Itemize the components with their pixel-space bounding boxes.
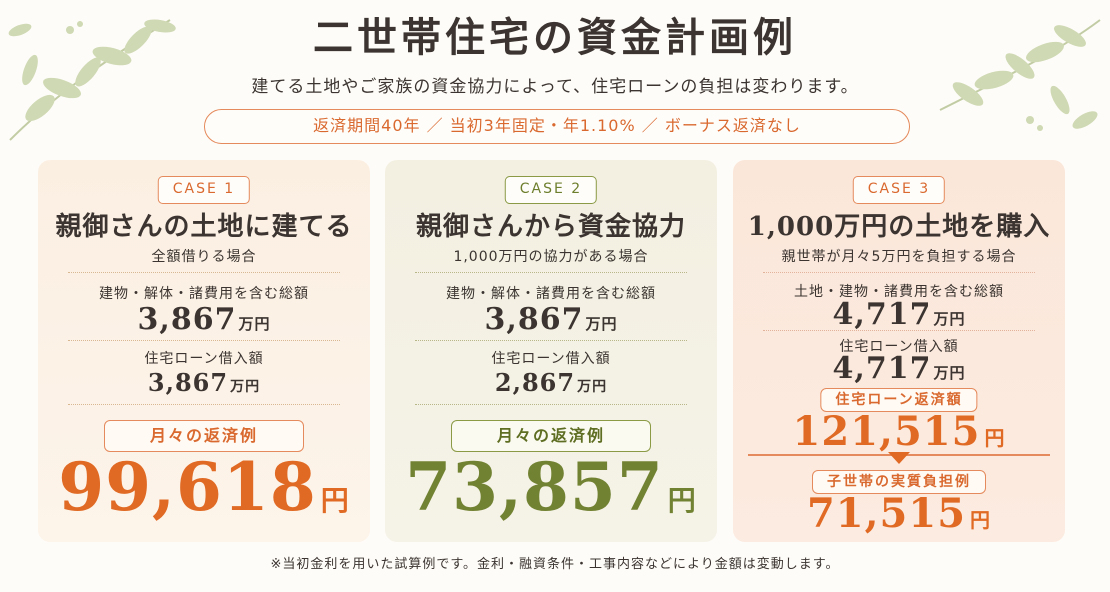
case-card-2: CASE 2 親御さんから資金協力 1,000万円の協力がある場合 建物・解体・… (385, 160, 717, 542)
burden-unit: 円 (970, 508, 992, 532)
divider (68, 340, 340, 341)
footnote: ※当初金利を用いた試算例です。金利・融資条件・工事内容などにより金額は変動します… (270, 557, 840, 572)
divider (68, 272, 340, 273)
loan-amount: 3,867 万円 (38, 368, 370, 397)
burden-amount: 71,515 円 (733, 490, 1065, 537)
case-title: 親御さんの土地に建てる (55, 212, 353, 242)
total-label: 土地・建物・諸費用を含む総額 (794, 284, 1004, 300)
loan-label: 住宅ローン借入額 (144, 351, 264, 367)
divider (415, 272, 687, 273)
monthly-value: 99,618 (58, 448, 317, 526)
total-amount: 3,867 万円 (38, 302, 370, 337)
loan-label: 住宅ローン借入額 (491, 351, 611, 367)
divider (763, 272, 1035, 273)
case-title: 1,000万円の土地を購入 (747, 212, 1051, 242)
leaf-decoration-left (8, 19, 176, 141)
divider (415, 404, 687, 405)
case-badge: CASE 3 (852, 176, 946, 204)
case-card-3: CASE 3 1,000万円の土地を購入 親世帯が月々5万円を負担する場合 土地… (733, 160, 1065, 542)
page-title: 二世帯住宅の資金計画例 (313, 14, 797, 61)
monthly-unit: 円 (320, 484, 350, 517)
total-amount: 4,717 万円 (733, 297, 1065, 332)
loan-amount: 4,717 万円 (733, 351, 1065, 386)
total-value: 3,867 (484, 302, 584, 337)
loan-unit: 万円 (230, 379, 261, 395)
monthly-label-pill: 月々の返済例 (104, 420, 304, 452)
case-subtitle: 1,000万円の協力がある場合 (453, 249, 649, 265)
total-unit: 万円 (933, 310, 966, 328)
monthly-payment: 73,857 円 (385, 448, 717, 526)
header: 二世帯住宅の資金計画例 建てる土地やご家族の資金協力によって、住宅ローンの負担は… (0, 10, 1110, 97)
loan-conditions-banner: 返済期間40年 ／ 当初3年固定・年1.10% ／ ボーナス返済なし (204, 109, 910, 144)
divider (68, 404, 340, 405)
total-value: 3,867 (137, 302, 237, 337)
case-badge: CASE 2 (504, 176, 598, 204)
monthly-unit: 円 (667, 484, 697, 517)
total-label: 建物・解体・諸費用を含む総額 (99, 286, 309, 302)
case-badge: CASE 1 (157, 176, 251, 204)
loan-label: 住宅ローン借入額 (839, 339, 959, 355)
total-amount: 3,867 万円 (385, 302, 717, 337)
divider (763, 330, 1035, 331)
loan-unit: 万円 (933, 364, 966, 382)
down-arrow-icon (888, 452, 910, 464)
case-subtitle: 親世帯が月々5万円を負担する場合 (781, 249, 1017, 265)
repayment-label-pill: 住宅ローン返済額 (820, 388, 978, 412)
case-card-1: CASE 1 親御さんの土地に建てる 全額借りる場合 建物・解体・諸費用を含む総… (38, 160, 370, 542)
page-subtitle: 建てる土地やご家族の資金協力によって、住宅ローンの負担は変わります。 (251, 77, 859, 97)
monthly-payment: 99,618 円 (38, 448, 370, 526)
case-subtitle: 全額借りる場合 (151, 249, 257, 265)
burden-label-pill: 子世帯の実質負担例 (812, 470, 986, 494)
loan-value: 3,867 (147, 368, 229, 397)
loan-unit: 万円 (577, 379, 608, 395)
divider (415, 340, 687, 341)
repayment-value: 121,515 (792, 408, 981, 455)
loan-value: 2,867 (494, 368, 576, 397)
monthly-value: 73,857 (405, 448, 664, 526)
leaf-decoration-right (939, 19, 1101, 131)
loan-amount: 2,867 万円 (385, 368, 717, 397)
total-label: 建物・解体・諸費用を含む総額 (446, 286, 656, 302)
monthly-label-pill: 月々の返済例 (451, 420, 651, 452)
burden-value: 71,515 (806, 490, 967, 537)
loan-value: 4,717 (832, 351, 932, 386)
repayment-amount: 121,515 円 (733, 408, 1065, 455)
repayment-unit: 円 (984, 426, 1006, 450)
total-unit: 万円 (238, 315, 271, 333)
total-value: 4,717 (832, 297, 932, 332)
case-title: 親御さんから資金協力 (415, 212, 686, 242)
total-unit: 万円 (585, 315, 618, 333)
